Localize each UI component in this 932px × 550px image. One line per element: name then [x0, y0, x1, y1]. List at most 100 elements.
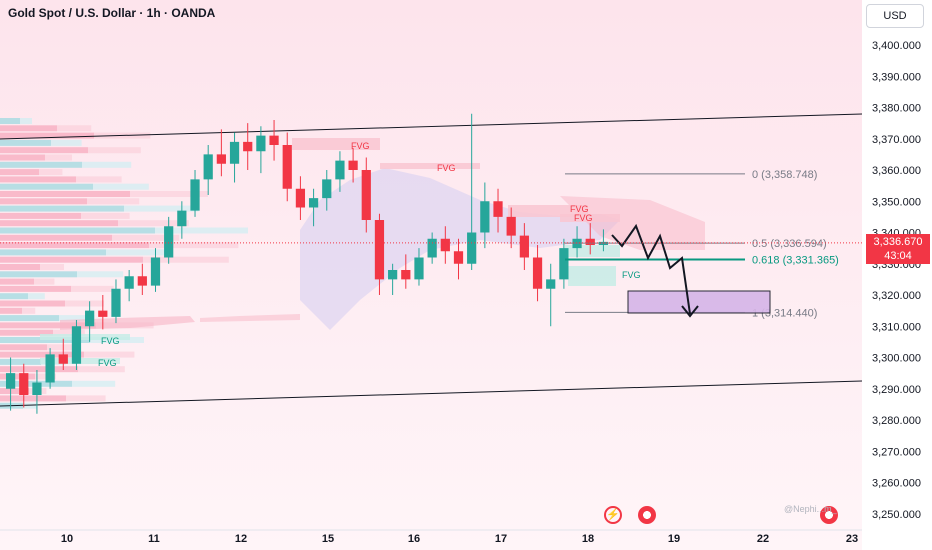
candle-body [453, 251, 464, 264]
volume-profile-bar [0, 366, 78, 373]
price-axis-background [862, 0, 932, 550]
chart-title: Gold Spot / U.S. Dollar · 1h · OANDA [8, 6, 216, 20]
candle-body [19, 373, 29, 395]
fib-level-label: 0.618 (3,331.365) [752, 254, 839, 266]
volume-profile-bar [22, 307, 36, 314]
x-tick-label: 17 [495, 533, 507, 545]
candle-body [243, 141, 253, 152]
candle-body [256, 135, 266, 152]
fvg-label: FVG [101, 336, 120, 346]
us-flag-icon[interactable] [638, 506, 656, 524]
volume-profile-bar [66, 395, 106, 402]
volume-profile-bar [0, 212, 81, 219]
volume-profile-bar [0, 322, 96, 329]
volume-profile-bar [72, 380, 116, 387]
x-tick-label: 19 [668, 533, 680, 545]
volume-profile-bar [65, 300, 104, 307]
candle-body [519, 235, 529, 258]
candle-body [85, 310, 95, 327]
y-tick-label: 3,310.000 [872, 321, 921, 333]
volume-profile-bar [0, 169, 39, 176]
candle-body [216, 154, 226, 164]
us-flag-icon-2[interactable] [820, 506, 838, 524]
volume-profile-bar [0, 256, 143, 263]
volume-profile-bar [0, 373, 35, 380]
volume-profile-bar [0, 198, 87, 205]
volume-profile-bar [39, 169, 63, 176]
candle-body [137, 276, 147, 286]
candle-body [58, 354, 68, 364]
fvg-label: FVG [622, 270, 641, 280]
volume-profile-bar [51, 139, 82, 146]
volume-profile-bar [143, 256, 229, 263]
candle-body [467, 232, 477, 264]
channel-upper-line [0, 113, 863, 140]
candle-body [322, 179, 332, 199]
x-tick-label: 18 [582, 533, 594, 545]
candle-body [203, 154, 213, 180]
volume-profile-bar [76, 176, 122, 183]
fvg-zone [568, 266, 616, 286]
candle-body [559, 248, 569, 280]
candle-body [282, 145, 292, 189]
candle-body [295, 188, 306, 208]
y-tick-label: 3,400.000 [872, 40, 921, 52]
candle-body [427, 238, 437, 258]
volume-profile-bar [0, 191, 130, 197]
currency-selector[interactable]: USD [866, 4, 924, 28]
fvg-zone [40, 334, 130, 340]
x-tick-label: 22 [757, 533, 769, 545]
fvg-label: FVG [574, 213, 593, 223]
volume-profile-bar [28, 293, 45, 300]
y-tick-label: 3,360.000 [872, 165, 921, 177]
volume-profile-bar [87, 198, 140, 205]
volume-profile-bar [0, 161, 82, 168]
fvg-zone [560, 214, 620, 222]
volume-profile-bar [0, 388, 29, 395]
last-price-tag: 3,336.670 43:04 [866, 234, 930, 264]
volume-profile-bar [0, 118, 20, 124]
volume-profile-bar [0, 139, 51, 146]
volume-profile-bar [0, 300, 65, 307]
fvg-zone [380, 163, 480, 169]
volume-profile-bar [23, 402, 37, 409]
volume-profile-bar [0, 183, 93, 190]
candle-body [32, 382, 42, 395]
volume-profile-bar [0, 351, 84, 358]
volume-profile-bar [47, 344, 76, 351]
y-tick-label: 3,260.000 [872, 478, 921, 490]
volume-profile-bar [57, 125, 92, 132]
x-tick-label: 23 [846, 533, 858, 545]
volume-profile-bar [59, 315, 95, 322]
volume-profile-bar [0, 271, 77, 278]
cloud-area [560, 196, 705, 250]
candle-body [348, 160, 358, 170]
volume-profile-bar [0, 293, 28, 300]
chart-background [0, 0, 862, 550]
flash-icon[interactable]: ⚡ [604, 506, 622, 524]
candle-body [480, 201, 490, 233]
volume-profile-bar [40, 264, 64, 270]
volume-profile-bar [0, 125, 57, 132]
candle-body [414, 257, 424, 280]
x-tick-label: 16 [408, 533, 420, 545]
x-tick-label: 12 [235, 533, 247, 545]
volume-profile-bar [0, 395, 66, 402]
y-tick-label: 3,250.000 [872, 509, 921, 521]
volume-profile-bar [130, 191, 208, 197]
volume-profile-bar [0, 234, 112, 241]
y-tick-label: 3,380.000 [872, 103, 921, 115]
candle-body [229, 141, 240, 164]
y-tick-label: 3,300.000 [872, 353, 921, 365]
candle-body [269, 135, 279, 145]
volume-profile-bar [0, 227, 155, 234]
volume-profile-bar [88, 147, 141, 154]
candle-body [98, 310, 108, 317]
last-price-value: 3,336.670 [873, 236, 923, 248]
volume-profile-bar [84, 351, 135, 358]
volume-profile-bar [82, 161, 132, 168]
channel-lower-line [0, 380, 863, 407]
candle-body [150, 257, 161, 286]
candle-body [440, 238, 450, 252]
